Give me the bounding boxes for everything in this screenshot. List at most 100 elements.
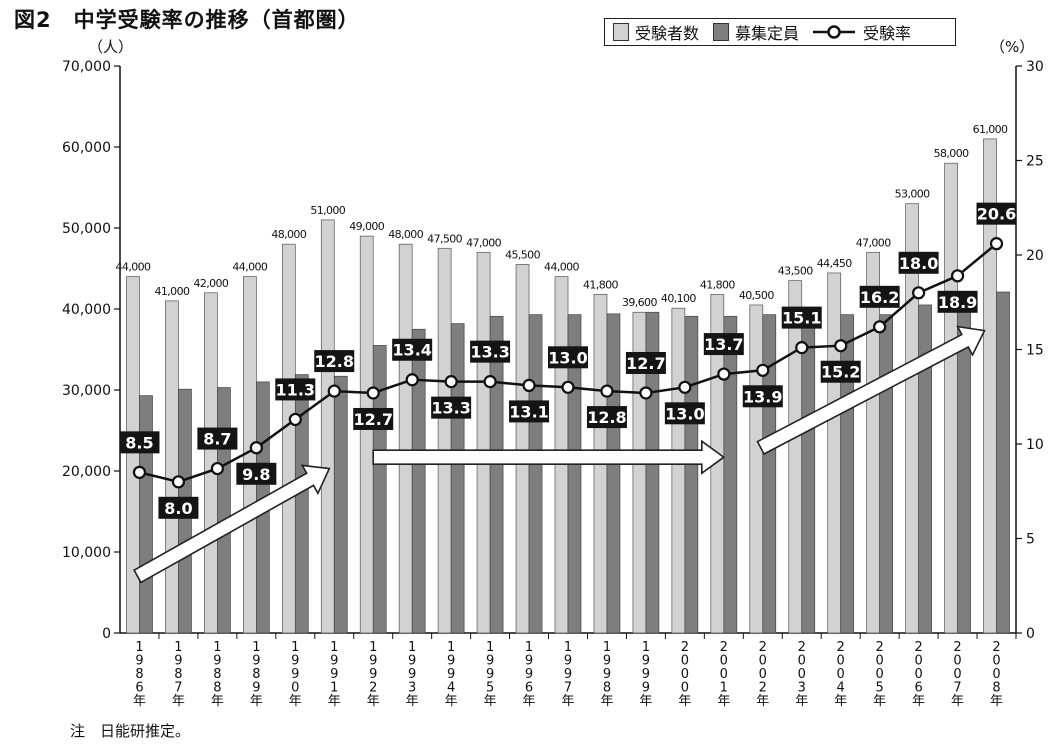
legend-item-capacity: 募集定員	[713, 20, 799, 44]
x-tick-label-char: 9	[330, 667, 338, 682]
right-tick-label: 5	[1026, 532, 1035, 548]
rate-value-label: 13.1	[509, 402, 548, 421]
bar-value-label: 47,500	[427, 232, 462, 245]
legend-label-applicants: 受験者数	[635, 24, 700, 43]
bar-value-label: 48,000	[271, 228, 306, 241]
x-tick-label-char: 0	[681, 667, 689, 682]
x-tick-label-char: 9	[213, 654, 221, 669]
rate-point	[327, 384, 341, 398]
bar-capacity	[217, 387, 231, 634]
rate-label-box	[158, 496, 199, 519]
bar-capacity	[450, 323, 465, 634]
x-tick-label-char: 8	[252, 667, 260, 682]
legend-line-marker-icon	[813, 25, 856, 39]
x-tick-label-char: 年	[523, 694, 536, 709]
rate-point	[366, 386, 380, 400]
x-tick-label-char: 0	[798, 667, 806, 682]
legend-item-rate: 受験率	[813, 20, 911, 44]
rate-value-label: 12.8	[587, 408, 626, 427]
x-tick-label-char: 9	[486, 654, 494, 669]
rate-value-label: 12.7	[353, 410, 392, 429]
rate-value-label: 8.5	[125, 433, 153, 452]
x-tick-label-char: 6	[525, 681, 533, 696]
left-tick-label: 20,000	[62, 464, 111, 480]
right-tick-label: 15	[1026, 343, 1044, 359]
bar-applicants	[515, 264, 530, 634]
x-tick-label-char: 0	[720, 667, 728, 682]
bar-value-label: 41,800	[700, 278, 735, 291]
bar-value-label: 39,600	[622, 296, 657, 309]
legend-label-capacity: 募集定員	[735, 24, 800, 43]
bar-capacity	[528, 314, 543, 634]
x-tick-label-char: 9	[525, 667, 533, 682]
x-tick-label-char: 2	[992, 640, 1000, 655]
bar-applicants	[126, 276, 140, 634]
bar-applicants	[671, 307, 686, 634]
x-tick-label-char: 0	[720, 654, 728, 669]
rate-point	[834, 339, 848, 353]
left-tick-label: 70,000	[62, 59, 111, 75]
chart-legend: 受験者数 募集定員 受験率	[604, 18, 956, 46]
chart-title: 図2 中学受験率の推移（首都圏）	[14, 8, 360, 32]
x-tick-label-char: 年	[289, 694, 302, 709]
bar-value-label: 44,000	[116, 261, 151, 274]
x-tick-label-char: 1	[486, 640, 494, 655]
bar-value-label: 53,000	[895, 188, 930, 201]
x-tick-label-char: 0	[914, 654, 922, 669]
x-tick-label-char: 2	[369, 681, 377, 696]
x-tick-label-char: 1	[447, 640, 455, 655]
x-tick-label-char: 0	[759, 654, 767, 669]
x-tick-label-char: 6	[914, 681, 922, 696]
legend-item-applicants: 受験者数	[613, 20, 699, 44]
x-tick-label-char: 2	[720, 640, 728, 655]
bar-applicants	[827, 272, 842, 634]
bar-capacity	[996, 291, 1010, 634]
bar-capacity	[567, 314, 582, 634]
rate-point	[912, 286, 926, 300]
x-tick-label-char: 4	[447, 681, 455, 696]
bar-capacity	[684, 315, 699, 634]
x-tick-label-char: 6	[135, 681, 143, 696]
x-tick-label-char: 5	[876, 681, 884, 696]
x-tick-label-char: 9	[369, 667, 377, 682]
rate-point	[678, 380, 692, 394]
x-tick-label-char: 1	[174, 640, 182, 655]
bar-applicants	[359, 235, 374, 634]
x-tick-label-char: 3	[798, 681, 806, 696]
x-tick-label-char: 0	[992, 667, 1000, 682]
x-tick-label-char: 3	[408, 681, 416, 696]
x-tick-label-char: 年	[990, 694, 1003, 709]
x-tick-label-char: 1	[720, 681, 728, 696]
rate-value-label: 13.7	[704, 335, 743, 354]
x-tick-label-char: 9	[135, 654, 143, 669]
bar-value-label: 45,500	[505, 248, 540, 261]
trend-arrow-rising-1	[133, 464, 331, 584]
x-tick-label-char: 0	[992, 654, 1000, 669]
rate-label-box	[664, 402, 705, 425]
x-tick-label-char: 年	[678, 694, 691, 709]
rate-point	[950, 269, 965, 283]
bar-applicants	[437, 247, 452, 634]
bar-applicants	[320, 219, 335, 634]
bar-applicants	[749, 304, 764, 634]
x-tick-label-char: 1	[408, 640, 416, 655]
rate-label-box	[392, 338, 433, 361]
x-tick-label-char: 9	[252, 654, 260, 669]
left-tick-label: 0	[102, 626, 111, 642]
x-tick-label-char: 8	[213, 667, 221, 682]
x-tick-label-char: 1	[252, 640, 260, 655]
x-tick-label-char: 1	[135, 640, 143, 655]
x-tick-label-char: 7	[953, 681, 961, 696]
rate-point	[444, 375, 458, 389]
x-tick-label-char: 9	[447, 654, 455, 669]
rate-point	[989, 237, 1004, 251]
x-tick-label-char: 7	[564, 681, 572, 696]
rate-value-label: 15.2	[821, 363, 860, 382]
bar-applicants	[866, 251, 881, 634]
rate-value-label: 8.7	[203, 430, 231, 449]
trend-arrow-rising-2	[756, 325, 986, 456]
legend-label-rate: 受験率	[863, 24, 912, 43]
rate-label-box	[197, 427, 238, 450]
x-tick-label-char: 8	[135, 667, 143, 682]
x-tick-label-char: 9	[642, 681, 650, 696]
